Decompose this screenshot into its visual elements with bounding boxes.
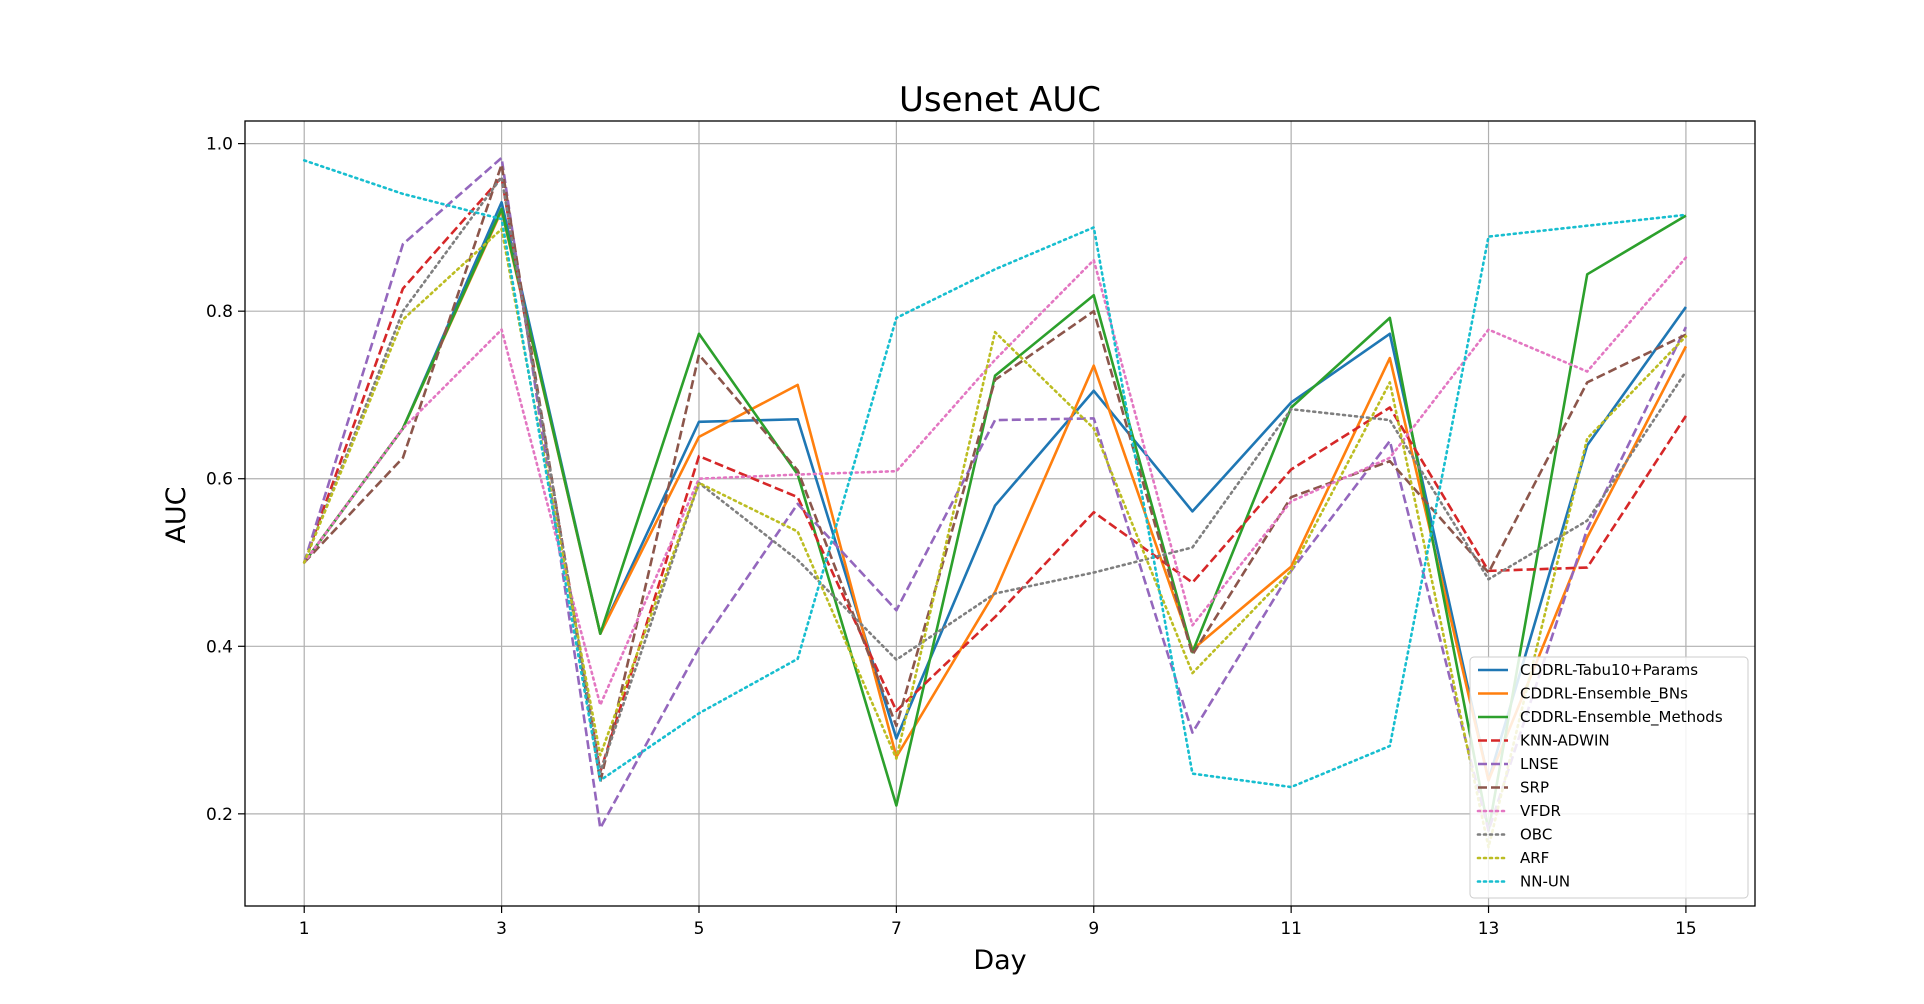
series-line-8 [302, 227, 1688, 849]
legend-label: LNSE [1520, 755, 1559, 773]
x-tick-label: 15 [1675, 919, 1697, 939]
y-axis-title: AUC [161, 486, 192, 543]
series-line-7 [302, 175, 1688, 774]
y-tick-label: 1.0 [206, 135, 233, 155]
x-axis-title: Day [973, 945, 1026, 976]
x-tick-label: 9 [1088, 919, 1099, 939]
x-tick-label: 7 [891, 919, 902, 939]
series-line-6 [302, 256, 1688, 707]
series-line-9 [302, 159, 1688, 789]
y-tick-label: 0.2 [206, 805, 233, 825]
series-line-5 [303, 163, 1687, 784]
y-tick-label: 0.4 [206, 637, 233, 657]
x-tick-label: 11 [1280, 919, 1302, 939]
legend-label: CDDRL-Ensemble_BNs [1520, 685, 1688, 704]
legend-label: ARF [1520, 849, 1549, 867]
legend-label: CDDRL-Ensemble_Methods [1520, 708, 1723, 727]
legend-label: CDDRL-Tabu10+Params [1520, 661, 1698, 679]
x-tick-label: 5 [694, 919, 705, 939]
chart-title: Usenet AUC [899, 80, 1101, 120]
plot-frame [244, 120, 1756, 907]
legend: CDDRL-Tabu10+Params CDDRL-Ensemble_BNs CDD… [1469, 656, 1749, 899]
y-tick-label: 0.6 [206, 470, 233, 490]
legend-label: SRP [1520, 779, 1549, 797]
x-tick-label: 13 [1478, 919, 1500, 939]
legend-label: KNN-ADWIN [1520, 732, 1610, 750]
legend-label: VFDR [1520, 802, 1561, 820]
x-tick-label: 3 [496, 919, 507, 939]
grid-lines [245, 121, 1755, 906]
legend-label: NN-UN [1520, 873, 1570, 891]
y-tick-label: 0.8 [206, 302, 233, 322]
legend-label: OBC [1520, 826, 1552, 844]
legend-box [1469, 656, 1749, 899]
x-tick-label: 1 [299, 919, 310, 939]
series-lines [302, 156, 1688, 849]
series-line-2 [303, 207, 1687, 832]
axis-ticks: 1 3 5 7 9 11 13 150.20.40.60.81.0 [206, 135, 1697, 939]
